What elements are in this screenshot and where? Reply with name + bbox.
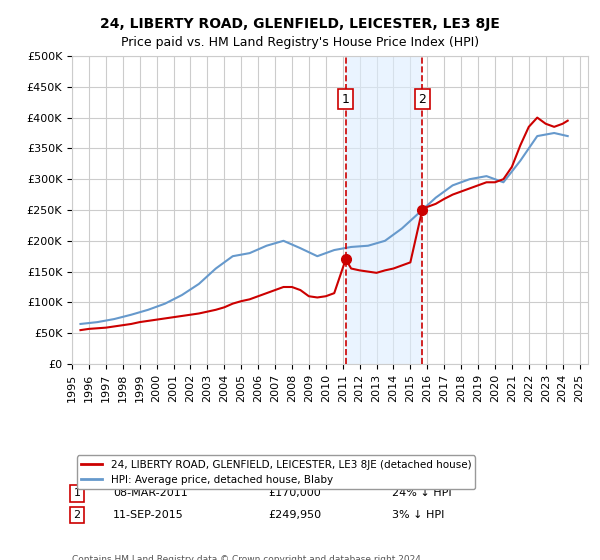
- Text: Price paid vs. HM Land Registry's House Price Index (HPI): Price paid vs. HM Land Registry's House …: [121, 36, 479, 49]
- Text: 24% ↓ HPI: 24% ↓ HPI: [392, 488, 452, 498]
- Text: 2: 2: [418, 92, 426, 106]
- Bar: [346, 56, 422, 364]
- Text: £249,950: £249,950: [268, 510, 321, 520]
- Text: £170,000: £170,000: [268, 488, 321, 498]
- Text: 3% ↓ HPI: 3% ↓ HPI: [392, 510, 444, 520]
- Text: 08-MAR-2011: 08-MAR-2011: [113, 488, 188, 498]
- Text: Contains HM Land Registry data © Crown copyright and database right 2024.
This d: Contains HM Land Registry data © Crown c…: [72, 555, 424, 560]
- Text: 2: 2: [74, 510, 81, 520]
- Text: 11-SEP-2015: 11-SEP-2015: [113, 510, 184, 520]
- Text: 1: 1: [342, 92, 350, 106]
- Text: 24, LIBERTY ROAD, GLENFIELD, LEICESTER, LE3 8JE: 24, LIBERTY ROAD, GLENFIELD, LEICESTER, …: [100, 17, 500, 31]
- Legend: 24, LIBERTY ROAD, GLENFIELD, LEICESTER, LE3 8JE (detached house), HPI: Average p: 24, LIBERTY ROAD, GLENFIELD, LEICESTER, …: [77, 455, 475, 489]
- Text: 1: 1: [74, 488, 80, 498]
